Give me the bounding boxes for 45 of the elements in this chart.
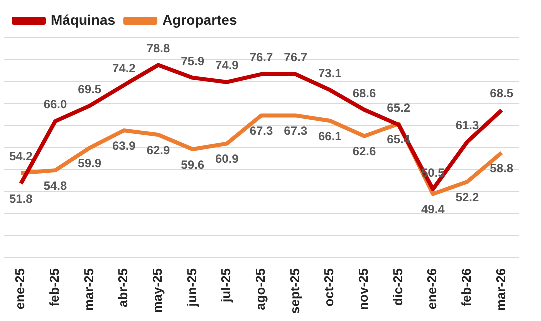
data-label: 58.8: [490, 161, 514, 176]
legend-label: Máquinas: [51, 12, 116, 28]
x-tick-label: ene-25: [12, 268, 28, 310]
data-label: 65.2: [387, 101, 411, 116]
data-label: 68.6: [352, 86, 376, 100]
data-label: 52.2: [456, 190, 480, 204]
data-label: 66.1: [318, 129, 342, 144]
x-tick-label: abr-25: [116, 268, 131, 308]
x-tick-label: nov-25: [356, 268, 372, 310]
legend-label: Agropartes: [162, 12, 238, 28]
x-tick-label: jun-25: [184, 268, 200, 308]
x-tick-label: may-25: [150, 268, 166, 314]
data-label: 62.6: [352, 144, 376, 159]
data-label: 74.2: [112, 62, 136, 76]
data-label: 59.9: [78, 156, 102, 170]
x-tick-label: dic-25: [390, 268, 406, 306]
data-label: 67.3: [250, 124, 274, 138]
x-tick-label: oct-25: [322, 268, 337, 307]
data-label: 63.9: [112, 138, 136, 153]
data-label: 60.9: [215, 152, 240, 166]
x-tick-label: mar-26: [493, 268, 508, 312]
data-label: 62.9: [146, 143, 170, 158]
data-label: 74.9: [215, 58, 240, 73]
data-label: 76.7: [284, 50, 308, 65]
x-tick-label: feb-25: [47, 268, 62, 307]
x-tick-label: mar-25: [81, 268, 96, 312]
data-label: 54.8: [44, 178, 68, 193]
data-label: 69.5: [78, 82, 102, 96]
data-label: 49.4: [421, 202, 446, 217]
x-tick-label: ene-26: [424, 268, 440, 310]
data-label: 67.3: [284, 124, 308, 138]
data-label: 75.9: [181, 54, 205, 68]
x-tick-label: jul-25: [218, 268, 234, 304]
data-label: 51.8: [9, 192, 34, 206]
data-label: 76.7: [250, 50, 274, 65]
data-label: 54.2: [9, 150, 34, 164]
x-tick-label: feb-26: [459, 268, 474, 307]
data-label: 73.1: [318, 66, 342, 81]
data-label: 66.0: [44, 98, 68, 112]
data-label: 59.6: [181, 158, 205, 172]
x-tick-label: sept-25: [287, 268, 302, 314]
data-label: 78.8: [146, 42, 170, 56]
data-label: 68.5: [490, 86, 514, 101]
x-tick-label: ago-25: [253, 268, 268, 310]
data-label: 61.3: [456, 118, 480, 132]
